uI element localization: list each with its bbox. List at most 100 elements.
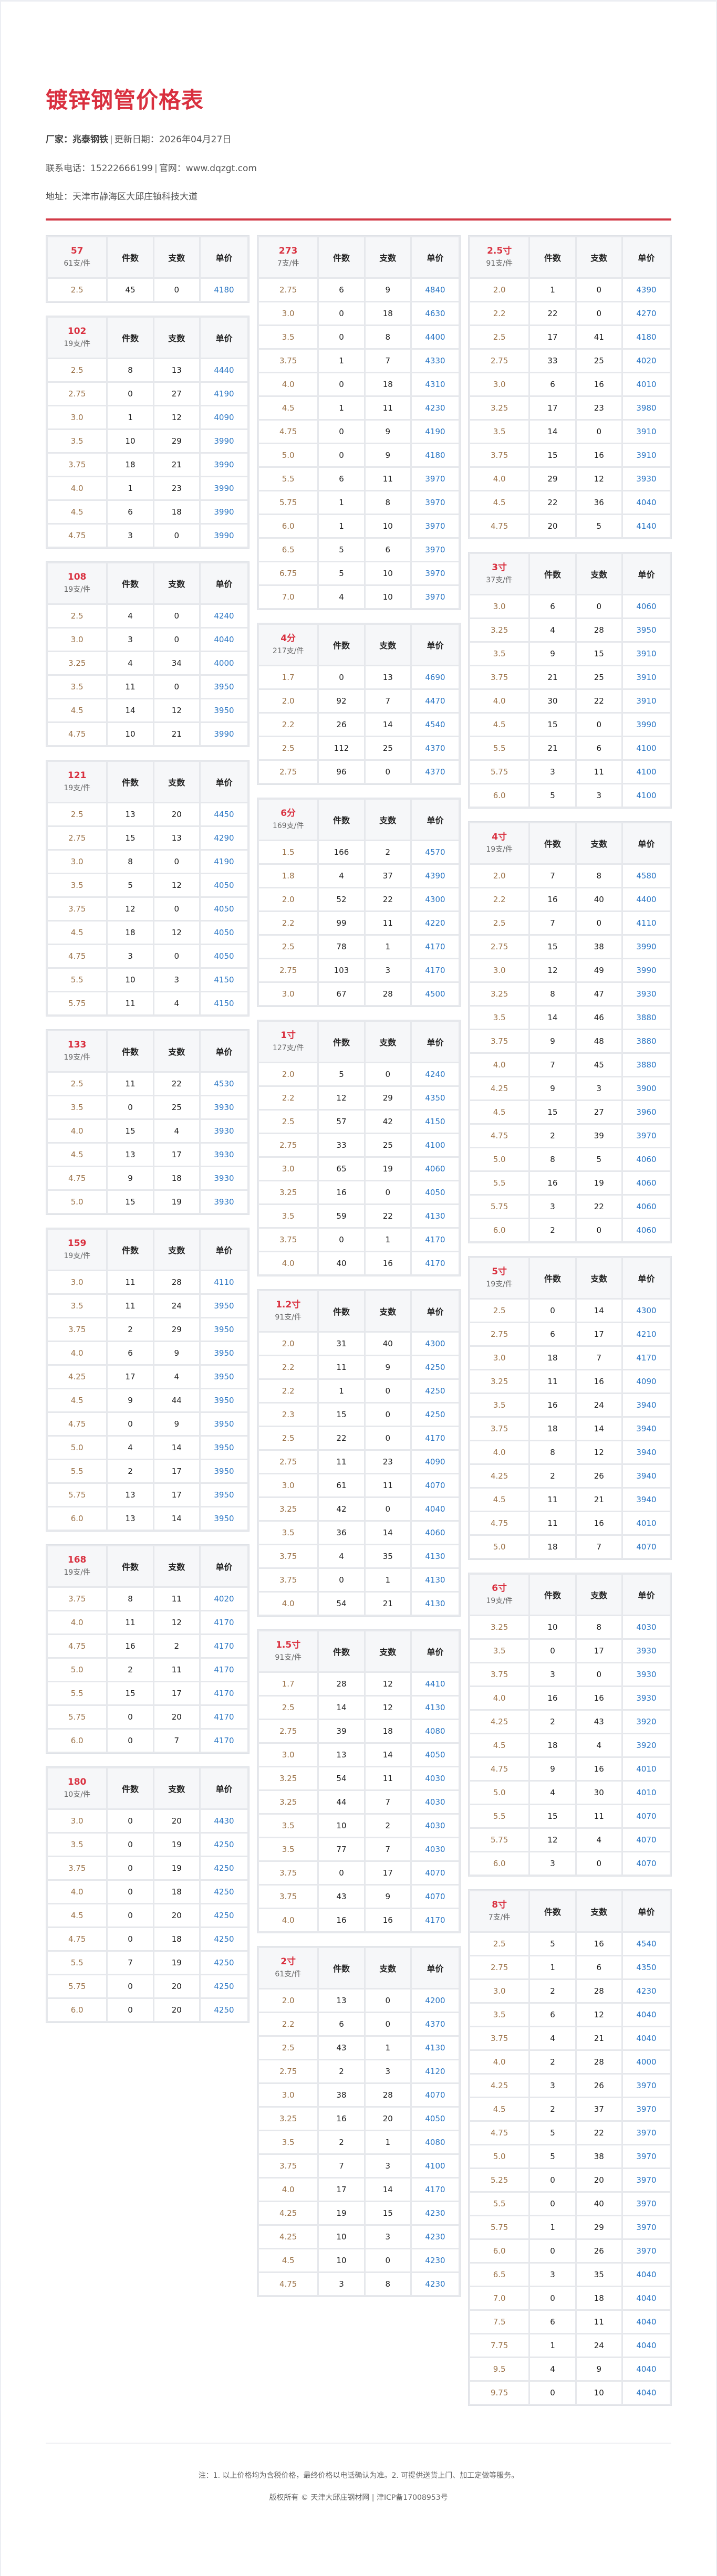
count-cell: 8	[576, 1616, 621, 1638]
price-cell: 4190	[200, 383, 247, 405]
address-line: 地址：天津市静海区大邱庄镇科技大道	[46, 191, 671, 203]
spec-table-1寸: 1寸 127支/件 件数 支数 单价 2.0 5 0 4240 2.2 12 29 4350 2…	[257, 1020, 461, 1276]
thickness-cell: 2.5	[48, 605, 107, 627]
pieces-cell: 7	[530, 912, 575, 934]
thickness-cell: 4.75	[470, 1512, 529, 1534]
price-cell: 3940	[622, 1489, 670, 1511]
price-cell: 4170	[200, 1659, 247, 1681]
thickness-cell: 3.5	[259, 2131, 318, 2153]
table-row: 3.0 13 14 4050	[259, 1744, 459, 1766]
table-row: 2.5 14 12 4130	[259, 1697, 459, 1719]
website-link[interactable]: www.dqzgt.com	[185, 163, 257, 174]
table-header-row: 121 19支/件 件数 支数 单价	[48, 762, 247, 802]
count-cell: 37	[365, 865, 410, 887]
pieces-cell: 54	[319, 1593, 364, 1615]
count-cell: 11	[365, 912, 410, 934]
count-cell: 0	[576, 421, 621, 443]
pieces-per-bundle: 91支/件	[275, 1313, 302, 1322]
price-cell: 4250	[411, 1356, 459, 1378]
table-header-row: 159 19支/件 件数 支数 单价	[48, 1230, 247, 1270]
price-cell: 4170	[411, 959, 459, 981]
pieces-cell: 8	[108, 851, 153, 873]
price-cell: 4090	[622, 1370, 670, 1392]
pieces-cell: 0	[530, 2382, 575, 2404]
thickness-cell: 2.75	[259, 1134, 318, 1156]
header-count: 支数	[154, 1768, 199, 1808]
price-cell: 4250	[200, 1928, 247, 1950]
count-cell: 7	[576, 1536, 621, 1558]
thickness-cell: 3.75	[259, 1569, 318, 1591]
pieces-cell: 9	[108, 1167, 153, 1189]
thickness-cell: 4.0	[259, 1252, 318, 1274]
pieces-cell: 39	[319, 1720, 364, 1742]
table-row: 4.75 3 8 4230	[259, 2273, 459, 2295]
count-cell: 8	[576, 865, 621, 887]
count-cell: 7	[365, 690, 410, 712]
pieces-cell: 54	[319, 1767, 364, 1789]
pieces-cell: 2	[530, 2098, 575, 2120]
table-row: 6.0 0 26 3970	[470, 2240, 670, 2262]
pieces-cell: 15	[108, 827, 153, 849]
price-cell: 3880	[622, 1030, 670, 1052]
price-cell: 4060	[622, 1219, 670, 1241]
price-cell: 4570	[411, 841, 459, 863]
price-cell: 3930	[200, 1167, 247, 1189]
pieces-cell: 42	[319, 1498, 364, 1520]
count-cell: 3	[154, 969, 199, 991]
thickness-cell: 9.75	[470, 2382, 529, 2404]
table-row: 3.0 3 0 4040	[48, 629, 247, 651]
table-header-row: 102 19支/件 件数 支数 单价	[48, 318, 247, 358]
count-cell: 21	[576, 1489, 621, 1511]
price-cell: 4230	[411, 397, 459, 419]
count-cell: 11	[154, 1588, 199, 1610]
spec-size: 6寸	[492, 1583, 507, 1594]
spec-table-4分: 4分 217支/件 件数 支数 单价 1.7 0 13 4690 2.0 92 7 4470 2…	[257, 623, 461, 785]
pieces-cell: 17	[530, 326, 575, 348]
price-cell: 3930	[622, 1687, 670, 1709]
table-row: 5.75 0 20 4250	[48, 1975, 247, 1997]
table-row: 2.75 33 25 4100	[259, 1134, 459, 1156]
count-cell: 0	[576, 1852, 621, 1875]
price-cell: 3900	[622, 1077, 670, 1099]
thickness-cell: 4.75	[48, 1167, 107, 1189]
pieces-cell: 2	[319, 2131, 364, 2153]
table-row: 1.7 0 13 4690	[259, 666, 459, 688]
table-row: 4.75 0 18 4250	[48, 1928, 247, 1950]
footer-note: 注：1. 以上价格均为含税价格，最终价格以电话确认为准。2. 可提供送货上门、加…	[198, 2472, 519, 2480]
table-row: 6.0 0 7 4170	[48, 1730, 247, 1752]
pieces-cell: 33	[319, 1134, 364, 1156]
pieces-cell: 2	[530, 1125, 575, 1147]
pieces-per-bundle: 19支/件	[64, 1053, 90, 1062]
thickness-cell: 3.75	[259, 2155, 318, 2177]
pieces-cell: 11	[108, 1271, 153, 1293]
count-cell: 39	[576, 1125, 621, 1147]
thickness-cell: 3.75	[48, 1588, 107, 1610]
table-row: 4.5 18 4 3920	[470, 1734, 670, 1756]
count-cell: 16	[576, 1687, 621, 1709]
thickness-cell: 4.75	[470, 1125, 529, 1147]
pieces-cell: 6	[319, 2013, 364, 2035]
table-row: 9.75 0 10 4040	[470, 2382, 670, 2404]
table-row: 4.75 3 0 3990	[48, 525, 247, 547]
table-row: 9.5 4 9 4040	[470, 2358, 670, 2380]
contact-line: 联系电话：15222666199 | 官网：www.dqzgt.com	[46, 163, 671, 174]
pieces-cell: 0	[108, 1730, 153, 1752]
count-cell: 19	[154, 1834, 199, 1856]
count-cell: 0	[365, 1181, 410, 1203]
table-row: 2.0 13 0 4200	[259, 1989, 459, 2012]
table-row: 3.0 8 0 4190	[48, 851, 247, 873]
price-cell: 4060	[622, 1196, 670, 1218]
thickness-cell: 5.5	[470, 2193, 529, 2215]
count-cell: 7	[365, 1838, 410, 1860]
count-cell: 10	[365, 562, 410, 584]
count-cell: 14	[576, 1300, 621, 1322]
table-row: 2.5 22 0 4170	[259, 1427, 459, 1449]
price-cell: 3970	[411, 586, 459, 608]
spec-size-header: 2寸 61支/件	[259, 1948, 318, 1988]
table-row: 4.0 29 12 3930	[470, 468, 670, 490]
price-cell: 4230	[411, 2249, 459, 2271]
price-cell: 4070	[622, 1829, 670, 1851]
table-row: 4.75 20 5 4140	[470, 515, 670, 537]
pieces-cell: 65	[319, 1158, 364, 1180]
phone-number[interactable]: 15222666199	[90, 163, 153, 174]
